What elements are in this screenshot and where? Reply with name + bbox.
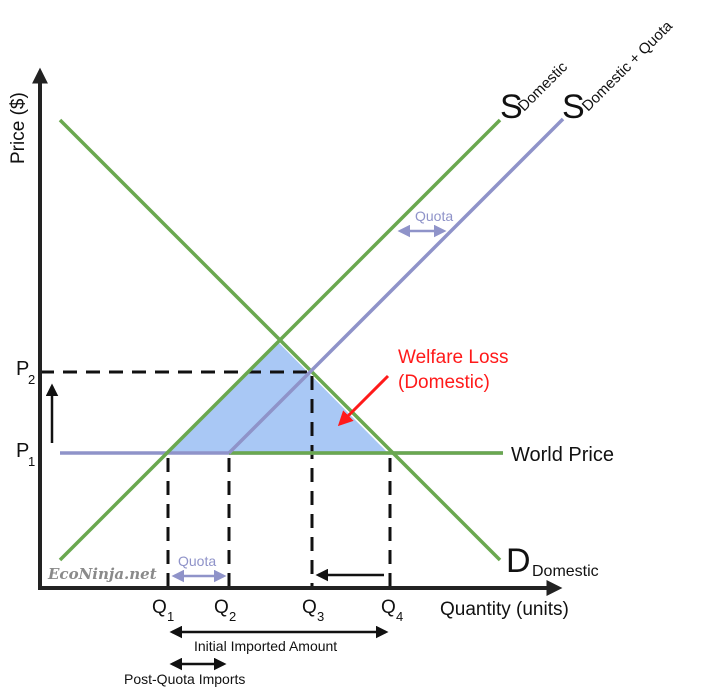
world-price-label: World Price <box>511 444 614 466</box>
q1-label: Q <box>152 597 167 618</box>
x-axis-label: Quantity (units) <box>440 599 569 620</box>
welfare-loss-arrow <box>337 374 390 427</box>
q2-label: Q <box>214 597 229 618</box>
welfare-loss-area <box>168 342 388 453</box>
q1-subscript: 1 <box>167 609 174 624</box>
p1-subscript: 1 <box>28 454 35 469</box>
p2-label: P <box>16 358 29 380</box>
q2-subscript: 2 <box>229 609 236 624</box>
y-axis-label: Price ($) <box>8 92 29 164</box>
demand-domestic-subscript: Domestic <box>532 563 599 580</box>
q3-subscript: 3 <box>317 609 324 624</box>
supply-quota-curve <box>227 117 565 455</box>
welfare-loss-label-line2: (Domestic) <box>398 372 490 393</box>
dashed-guides <box>40 370 392 588</box>
supply-domestic-label: S <box>500 88 523 126</box>
p1-label: P <box>16 440 29 462</box>
q4-label: Q <box>381 597 396 618</box>
welfare-loss-label-line1: Welfare Loss <box>398 347 509 368</box>
supply-quota-label: S <box>562 88 585 126</box>
quota-upper-label: Quota <box>415 208 453 224</box>
supply-domestic-curve <box>58 118 502 562</box>
supply-quota-subscript: Domestic + Quota <box>579 17 677 115</box>
p2-subscript: 2 <box>28 372 35 387</box>
initial-imports-label: Initial Imported Amount <box>194 638 337 654</box>
post-quota-imports-label: Post-Quota Imports <box>124 671 245 687</box>
q3-label: Q <box>302 597 317 618</box>
q4-subscript: 4 <box>396 609 403 624</box>
demand-domestic-label: D <box>506 542 531 580</box>
watermark-econinja: EcoNinja.net <box>47 565 157 583</box>
quota-lower-label: Quota <box>178 553 216 569</box>
